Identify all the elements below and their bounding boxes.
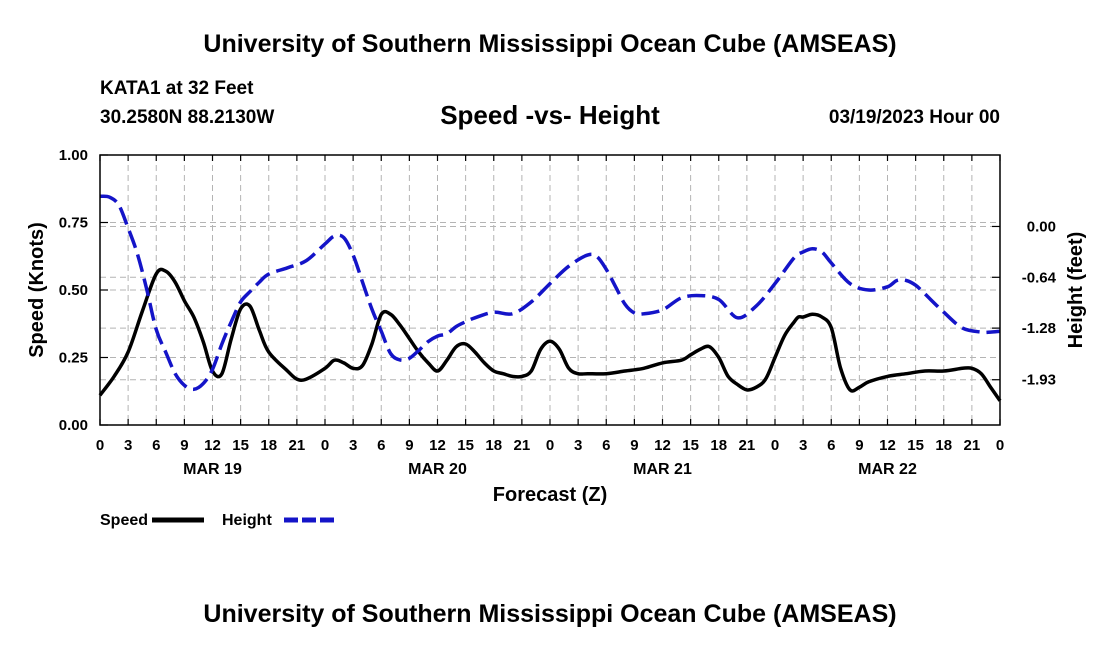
report-title: University of Southern Mississippi Ocean… [203,30,897,58]
x-date-label: MAR 21 [633,461,692,478]
footer-title: University of Southern Mississippi Ocean… [203,600,897,628]
y-right-tick-label: -1.93 [1022,372,1056,389]
x-tick-label: 12 [429,437,446,454]
axes: 0 3 6 9 12 15 18 21 0 3 6 9 12 15 18 21 0 3 6 9 12 15 18 21 0 3 6 9… [59,147,1057,478]
x-tick-label: 15 [907,437,924,454]
y-axis-left-label: Speed (Knots) [26,222,48,358]
x-tick-label: 21 [964,437,981,454]
x-tick-label: 3 [124,437,132,454]
x-tick-label: 9 [180,437,188,454]
y-left-tick-label: 0.50 [59,282,88,299]
x-tick-label: 3 [799,437,807,454]
x-tick-label: 18 [710,437,727,454]
y-left-tick-label: 0.00 [59,417,88,434]
x-tick-label: 6 [152,437,160,454]
speed-series-line [98,267,1002,402]
x-tick-label: 18 [935,437,952,454]
x-tick-label: 21 [289,437,306,454]
legend-label-height: Height [222,512,272,529]
x-tick-label: 18 [485,437,502,454]
y-left-tick-label: 0.75 [59,215,88,232]
station-coordinates: 30.2580N 88.2130W [100,107,275,128]
legend-label-speed: Speed [100,512,148,529]
x-tick-label: 21 [514,437,531,454]
x-tick-label: 6 [827,437,835,454]
x-tick-label: 0 [96,437,104,454]
x-tick-label: 6 [602,437,610,454]
y-axis-right-label: Height (feet) [1065,232,1087,349]
station-label: KATA1 at 32 Feet [100,78,254,99]
x-tick-label: 21 [739,437,756,454]
x-tick-label: 9 [405,437,413,454]
x-date-label: MAR 20 [408,461,467,478]
x-tick-label: 0 [996,437,1004,454]
x-tick-label: 0 [771,437,779,454]
x-tick-label: 15 [457,437,474,454]
y-right-tick-label: 0.00 [1027,218,1056,235]
y-right-tick-label: -0.64 [1022,269,1057,286]
x-tick-label: 3 [349,437,357,454]
x-tick-label: 12 [879,437,896,454]
x-tick-label: 0 [321,437,329,454]
x-tick-label: 12 [204,437,221,454]
run-date-label: 03/19/2023 Hour 00 [828,107,1000,128]
y-left-tick-label: 1.00 [59,147,88,164]
chart-title: Speed -vs- Height [440,100,660,130]
x-tick-label: 0 [546,437,554,454]
x-tick-label: 15 [682,437,699,454]
x-tick-label: 9 [855,437,863,454]
height-series-line [99,194,1001,392]
x-tick-label: 6 [377,437,385,454]
x-tick-label: 9 [630,437,638,454]
x-tick-label: 18 [260,437,277,454]
y-left-tick-label: 0.25 [59,350,88,367]
grid [100,155,1000,425]
legend: Speed Height [100,512,336,529]
x-date-label: MAR 19 [183,461,242,478]
series-layer [98,194,1002,402]
x-axis-label: Forecast (Z) [493,484,607,506]
x-tick-label: 15 [232,437,249,454]
y-right-tick-label: -1.28 [1022,320,1056,337]
x-tick-label: 3 [574,437,582,454]
x-tick-label: 12 [654,437,671,454]
x-date-label: MAR 22 [858,461,917,478]
